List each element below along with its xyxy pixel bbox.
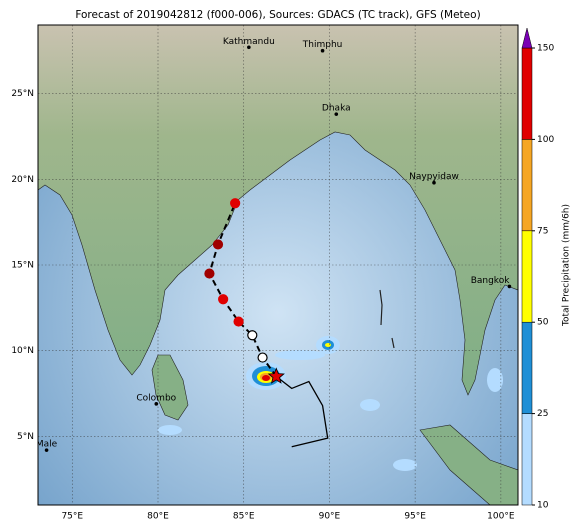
x-tick-label: 95°E <box>404 512 426 522</box>
colorbar-segment <box>521 230 533 323</box>
city-marker <box>44 448 49 452</box>
city-marker <box>247 45 251 50</box>
colorbar-tick-label: 25 <box>537 409 548 419</box>
colorbar-segment <box>521 321 533 414</box>
city-marker <box>507 284 512 289</box>
colorbar-segment <box>521 413 533 506</box>
city-label: Bangkok <box>471 276 511 286</box>
colorbar-tick-label: 75 <box>537 226 548 236</box>
city-marker <box>334 112 339 116</box>
y-tick-label: 5°N <box>17 432 34 442</box>
colorbar-tick-label: 10 <box>537 501 549 511</box>
city-label: Kathmandu <box>223 37 275 47</box>
colorbar-label: Total Precipitation (mm/6h) <box>562 204 572 327</box>
city-label: Thimphu <box>302 40 343 50</box>
precipitation <box>158 336 503 471</box>
x-tick-label: 80°E <box>147 512 169 522</box>
colorbar-extend <box>521 27 533 49</box>
city-label: Naypyidaw <box>409 172 459 182</box>
colorbar-segment <box>521 139 533 232</box>
storm-symbol <box>230 198 241 209</box>
map-title: Forecast of 2019042812 (f000-006), Sourc… <box>75 9 480 21</box>
storm-symbol <box>218 294 229 305</box>
city-marker <box>432 180 436 185</box>
x-tick-label: 85°E <box>233 512 255 522</box>
city-label: Dhaka <box>322 104 351 114</box>
colorbar-tick-label: 150 <box>537 44 554 54</box>
sumatra <box>419 424 518 505</box>
storm-symbol <box>204 268 215 279</box>
y-tick-label: 15°N <box>11 261 34 271</box>
y-tick-label: 20°N <box>11 175 34 185</box>
storm-symbol <box>257 352 268 363</box>
past-track <box>275 375 329 448</box>
storm-symbol <box>212 239 224 250</box>
sri-lanka <box>151 354 189 421</box>
y-tick-label: 25°N <box>11 89 34 99</box>
x-tick-label: 100°E <box>487 512 515 522</box>
colorbar-tick-label: 50 <box>537 318 549 328</box>
map-frame <box>37 24 519 506</box>
colorbar-segment <box>521 47 533 140</box>
forecast-track <box>208 202 278 378</box>
current-position <box>267 367 285 384</box>
colorbar-tick-label: 100 <box>537 135 554 145</box>
city-label: Male <box>36 440 58 450</box>
andaman-islands <box>379 289 395 349</box>
city-label: Colombo <box>136 393 176 403</box>
x-tick-label: 90°E <box>319 512 341 522</box>
x-tick-label: 75°E <box>61 512 83 522</box>
y-tick-label: 10°N <box>11 346 34 356</box>
city-marker <box>154 402 159 406</box>
storm-symbol <box>247 330 258 341</box>
map-area: Kathmandu Thimphu Dhaka Naypyidaw Bangkok Col… <box>36 25 518 505</box>
storm-symbol <box>233 316 244 327</box>
city-marker <box>320 48 325 53</box>
